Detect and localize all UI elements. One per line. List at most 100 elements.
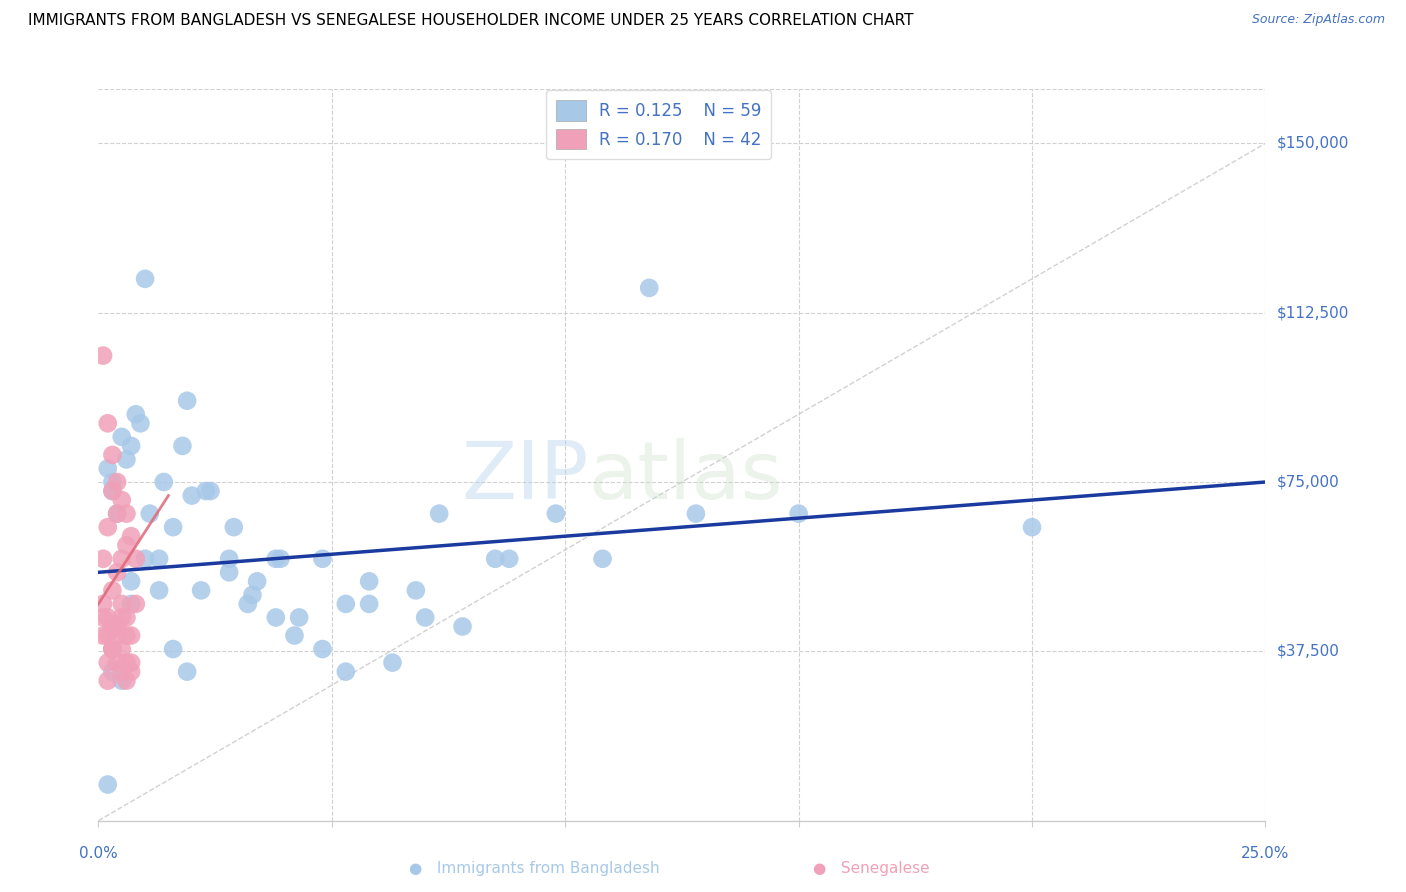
Text: Source: ZipAtlas.com: Source: ZipAtlas.com [1251,13,1385,27]
Point [91,597,114,611]
Point [134,272,156,286]
Point [222,520,245,534]
Point [97,461,120,475]
Point [115,628,138,642]
Point [111,430,134,444]
Point [242,588,264,602]
Point [120,574,142,589]
Point [101,448,124,462]
Point [101,475,124,489]
Point [180,489,202,503]
Point [120,665,142,679]
Point [288,610,311,624]
Point [125,407,148,421]
Point [91,610,114,624]
Point [125,551,148,566]
Text: 0.0%: 0.0% [79,846,118,861]
Point [101,583,124,598]
Point [120,529,142,543]
Point [498,551,520,566]
Point [97,628,120,642]
Point [91,628,114,642]
Point [97,417,120,431]
Point [264,610,287,624]
Point [105,656,128,670]
Legend: R = 0.125    N = 59, R = 0.170    N = 42: R = 0.125 N = 59, R = 0.170 N = 42 [546,90,772,159]
Point [111,551,134,566]
Point [359,597,381,611]
Point [97,656,120,670]
Text: ●   Senegalese: ● Senegalese [814,861,929,876]
Point [139,507,162,521]
Point [97,778,120,792]
Point [115,507,138,521]
Point [91,551,114,566]
Point [218,551,240,566]
Point [105,507,128,521]
Point [101,665,124,679]
Point [111,665,134,679]
Point [115,610,138,624]
Point [176,393,198,408]
Point [152,475,174,489]
Point [335,597,357,611]
Point [91,349,114,363]
Point [115,656,138,670]
Point [111,642,134,657]
Point [311,642,333,657]
Point [685,507,707,521]
Point [484,551,506,566]
Point [427,507,450,521]
Point [134,551,156,566]
Point [218,566,240,580]
Point [451,619,474,633]
Point [101,483,124,498]
Text: ●   Immigrants from Bangladesh: ● Immigrants from Bangladesh [409,861,659,876]
Point [413,610,436,624]
Point [111,610,134,624]
Point [200,483,222,498]
Point [1021,520,1043,534]
Point [246,574,269,589]
Point [190,583,212,598]
Point [129,417,152,431]
Point [176,665,198,679]
Point [115,452,138,467]
Text: atlas: atlas [589,438,783,516]
Point [111,597,134,611]
Text: IMMIGRANTS FROM BANGLADESH VS SENEGALESE HOUSEHOLDER INCOME UNDER 25 YEARS CORRE: IMMIGRANTS FROM BANGLADESH VS SENEGALESE… [28,13,914,29]
Point [148,583,170,598]
Point [101,642,124,657]
Point [105,475,128,489]
Point [97,520,120,534]
Point [120,656,142,670]
Point [638,281,661,295]
Point [120,628,142,642]
Point [105,619,128,633]
Point [172,439,194,453]
Text: $150,000: $150,000 [1277,136,1348,151]
Point [311,551,333,566]
Point [101,642,124,657]
Point [101,619,124,633]
Point [125,597,148,611]
Point [381,656,404,670]
Point [162,642,184,657]
Point [264,551,287,566]
Point [787,507,810,521]
Point [405,583,427,598]
Point [236,597,259,611]
Point [115,538,138,552]
Point [101,483,124,498]
Point [544,507,567,521]
Point [111,673,134,688]
Point [283,628,305,642]
Point [592,551,614,566]
Point [269,551,291,566]
Point [148,551,170,566]
Point [115,673,138,688]
Point [97,610,120,624]
Point [97,673,120,688]
Point [335,665,357,679]
Text: 25.0%: 25.0% [1241,846,1289,861]
